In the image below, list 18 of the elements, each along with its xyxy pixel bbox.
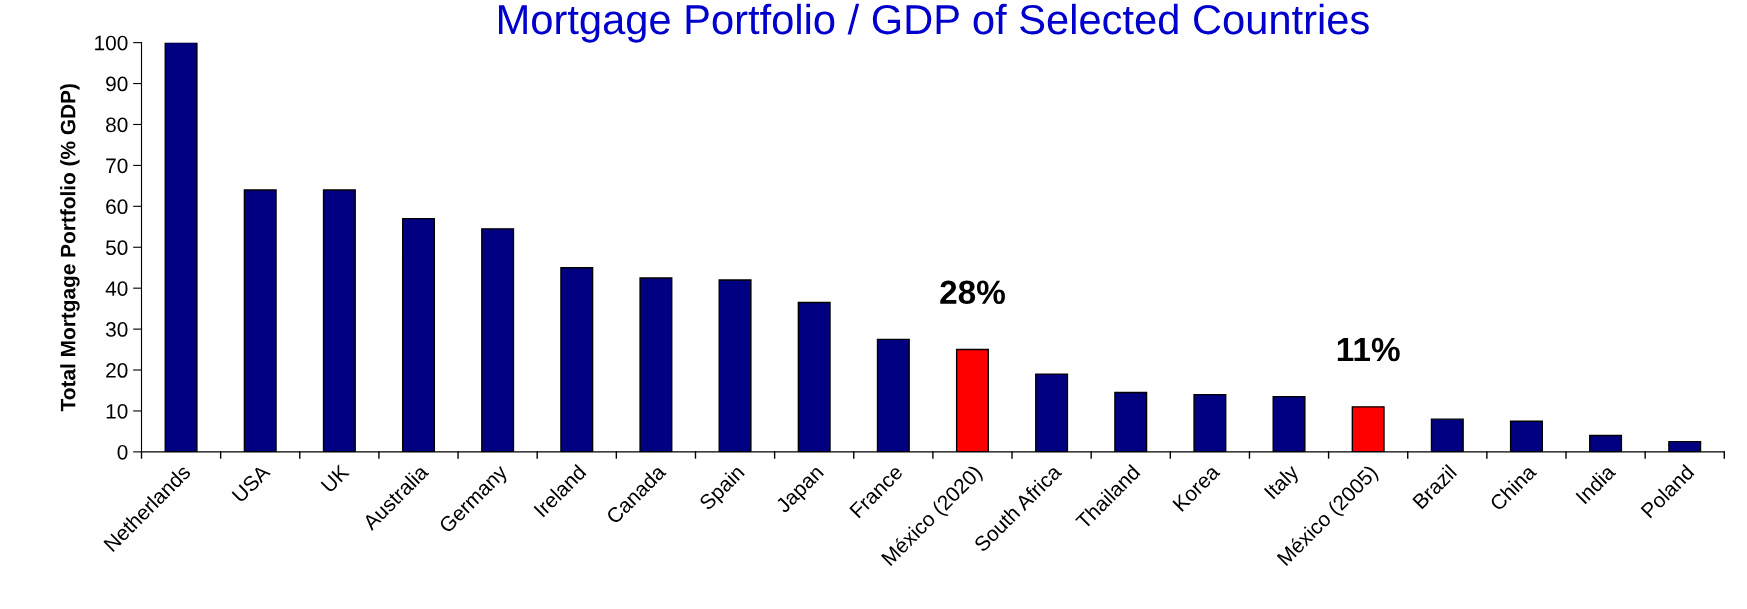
y-tick-label: 60 [106, 199, 128, 215]
annotation: 28% [940, 280, 1005, 305]
annotation: 11% [1337, 337, 1400, 362]
y-tick-label: 40 [105, 281, 128, 296]
y-tick-label: 70 [106, 158, 128, 174]
y-tick-label: 80 [106, 117, 128, 133]
x-tick-label: UK [320, 463, 351, 494]
x-tick-label: Italy [1263, 463, 1303, 503]
y-tick-label: 100 [95, 35, 128, 51]
y-tick-label: 50 [105, 240, 128, 256]
y-tick-label: 30 [105, 322, 128, 337]
y-tick-label: 0 [117, 444, 128, 460]
chart-title: Mortgage Portfolio / GDP of Selected Countries [498, 3, 1369, 43]
y-tick-label: 90 [106, 76, 128, 92]
y-tick-label: 10 [106, 403, 128, 419]
x-tick-label: USA [231, 463, 272, 503]
y-tick-label: 20 [106, 363, 128, 378]
y-axis-title: Total Mortgage Portfolio (% GDP) [60, 84, 80, 412]
